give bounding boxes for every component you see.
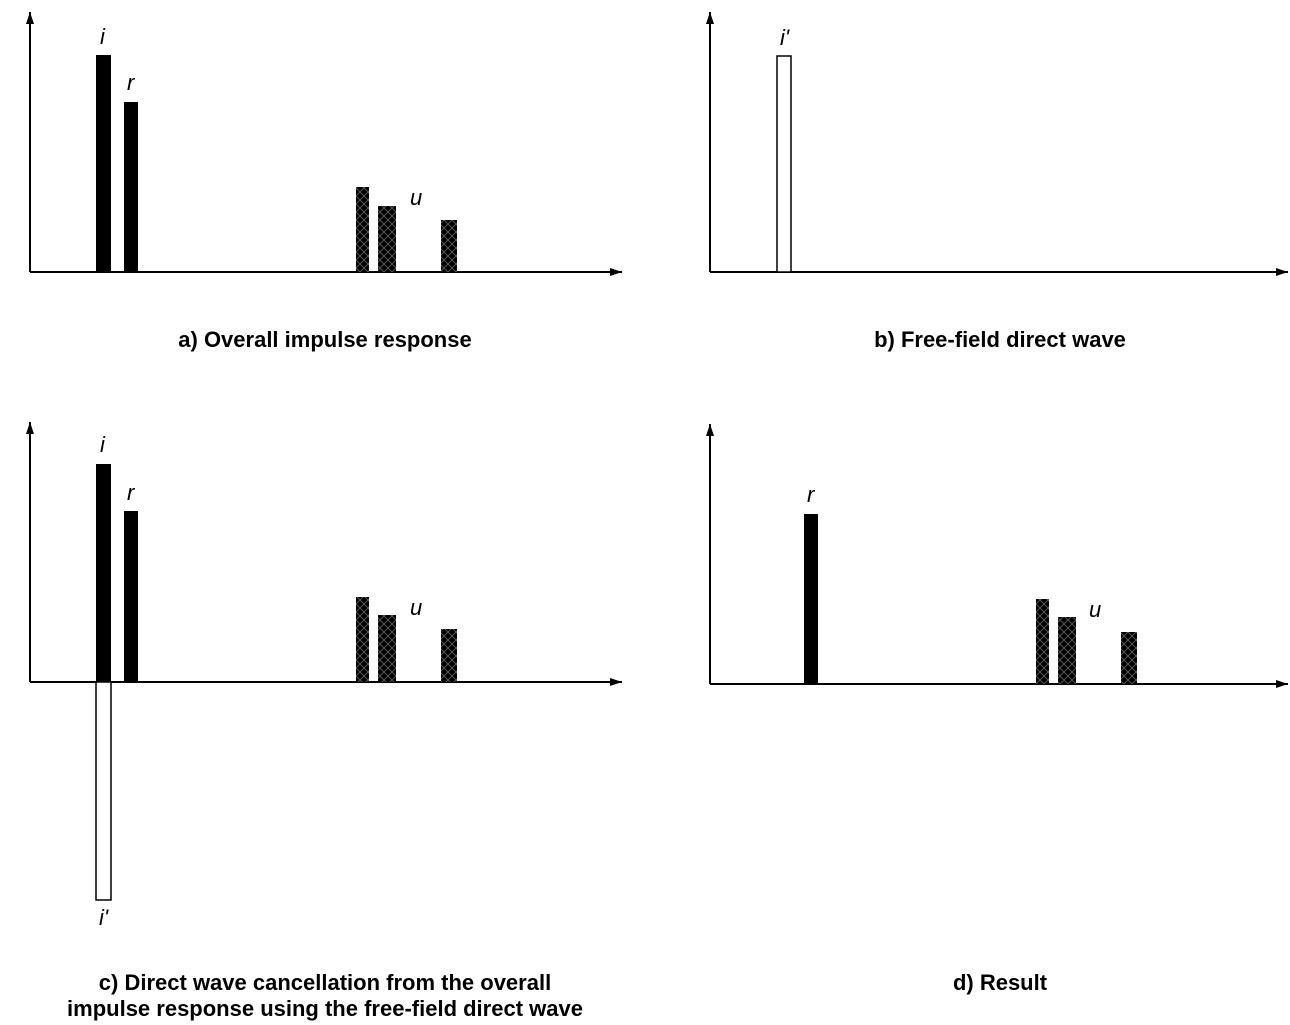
panel-b-label-i-prime: i'	[780, 25, 790, 50]
panel-a-bar-i	[96, 55, 111, 272]
panel-a-bar-u3	[441, 220, 457, 272]
panel-a-label-u: u	[410, 185, 422, 210]
panel-c-bar-u1	[356, 597, 369, 682]
panel-a-label-r: r	[127, 70, 136, 95]
panel-c-caption-line-1: c) Direct wave cancellation from the ove…	[98, 970, 552, 995]
panel-a: i r u	[26, 12, 622, 276]
panel-c-bar-i	[96, 464, 111, 682]
panel-c-caption-line-2: impulse response using the free-field di…	[67, 996, 583, 1021]
panel-c-bar-u2	[378, 615, 396, 682]
panel-c-label-u: u	[410, 595, 422, 620]
panel-c-bar-u3	[441, 629, 457, 682]
panel-c-label-i: i	[100, 432, 106, 457]
panel-d-label-u: u	[1089, 597, 1101, 622]
panel-d-caption: d) Result	[952, 970, 1048, 995]
panel-c: i r u i'	[26, 422, 622, 930]
panel-a-bar-u1	[356, 187, 369, 272]
panel-c-bar-i-prime	[95, 681, 112, 901]
panel-a-caption: a) Overall impulse response	[178, 327, 472, 352]
panel-b-bar-i-prime	[776, 55, 792, 273]
panel-b-caption: b) Free-field direct wave	[874, 327, 1126, 352]
panel-a-bar-u2	[378, 206, 396, 272]
panel-b: i'	[706, 12, 1288, 276]
panel-c-bar-r	[124, 511, 138, 682]
panel-c-label-i-prime: i'	[99, 905, 109, 930]
panel-d-bar-u1	[1036, 599, 1049, 684]
panel-d-bar-u3	[1121, 632, 1137, 684]
panel-d-label-r: r	[807, 482, 816, 507]
panel-c-label-r: r	[127, 480, 136, 505]
panel-a-bar-r	[124, 102, 138, 272]
panel-a-label-i: i	[100, 24, 106, 49]
panel-d-bar-r	[804, 514, 818, 684]
panel-c-caption: c) Direct wave cancellation from the ove…	[20, 970, 630, 1022]
panel-d-bar-u2	[1058, 617, 1076, 684]
panel-d: r u	[706, 424, 1288, 688]
